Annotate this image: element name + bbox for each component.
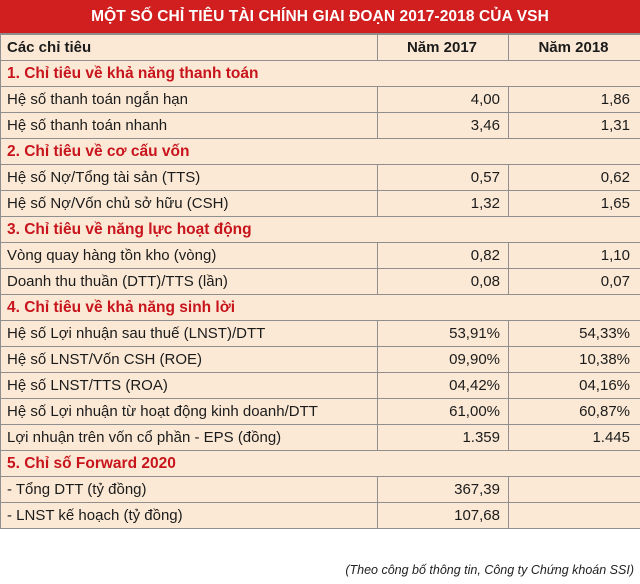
row-label: Lợi nhuận trên vốn cổ phần - EPS (đồng) <box>0 424 378 451</box>
value-2018 <box>508 502 640 529</box>
row-label: Hệ số LNST/TTS (ROA) <box>0 372 378 399</box>
value-2017: 367,39 <box>377 476 509 503</box>
table-row: Lợi nhuận trên vốn cổ phần - EPS (đồng) … <box>0 424 640 451</box>
header-2017: Năm 2017 <box>377 34 509 61</box>
financial-indicators-table: Các chỉ tiêu Năm 2017 Năm 2018 1. Chỉ ti… <box>0 34 640 529</box>
value-2017: 107,68 <box>377 502 509 529</box>
row-label: - Tổng DTT (tỷ đồng) <box>0 476 378 503</box>
row-label: Doanh thu thuần (DTT)/TTS (lần) <box>0 268 378 295</box>
value-2017: 09,90% <box>377 346 509 373</box>
row-label: Hệ số Nợ/Tổng tài sản (TTS) <box>0 164 378 191</box>
section-row: 3. Chỉ tiêu về năng lực hoạt động <box>0 216 640 243</box>
table-row: Hệ số Nợ/Vốn chủ sở hữu (CSH) 1,32 1,65 <box>0 190 640 217</box>
value-2017: 1,32 <box>377 190 509 217</box>
table-row: - Tổng DTT (tỷ đồng) 367,39 <box>0 476 640 503</box>
table-row: Hệ số thanh toán nhanh 3,46 1,31 <box>0 112 640 139</box>
row-label: - LNST kế hoạch (tỷ đồng) <box>0 502 378 529</box>
source-note: (Theo công bố thông tin, Công ty Chứng k… <box>345 563 634 577</box>
row-label: Hệ số Lợi nhuận sau thuế (LNST)/DTT <box>0 320 378 347</box>
row-label: Hệ số LNST/Vốn CSH (ROE) <box>0 346 378 373</box>
value-2018: 04,16% <box>508 372 640 399</box>
table-row: Hệ số LNST/TTS (ROA) 04,42% 04,16% <box>0 372 640 399</box>
value-2018: 0,62 <box>508 164 640 191</box>
value-2017: 61,00% <box>377 398 509 425</box>
row-label: Vòng quay hàng tồn kho (vòng) <box>0 242 378 269</box>
section-title: 5. Chỉ số Forward 2020 <box>0 450 640 477</box>
header-indicator: Các chỉ tiêu <box>0 34 378 61</box>
table-row: Vòng quay hàng tồn kho (vòng) 0,82 1,10 <box>0 242 640 269</box>
value-2017: 1.359 <box>377 424 509 451</box>
value-2017: 04,42% <box>377 372 509 399</box>
value-2018 <box>508 476 640 503</box>
table-row: Hệ số Lợi nhuận sau thuế (LNST)/DTT 53,9… <box>0 320 640 347</box>
row-label: Hệ số Nợ/Vốn chủ sở hữu (CSH) <box>0 190 378 217</box>
value-2017: 53,91% <box>377 320 509 347</box>
row-label: Hệ số thanh toán nhanh <box>0 112 378 139</box>
table-row: Hệ số Nợ/Tổng tài sản (TTS) 0,57 0,62 <box>0 164 640 191</box>
table-row: - LNST kế hoạch (tỷ đồng) 107,68 <box>0 502 640 529</box>
value-2018: 10,38% <box>508 346 640 373</box>
value-2017: 0,08 <box>377 268 509 295</box>
value-2018: 1,86 <box>508 86 640 113</box>
section-title: 4. Chỉ tiêu về khả năng sinh lời <box>0 294 640 321</box>
table-row: Hệ số thanh toán ngắn hạn 4,00 1,86 <box>0 86 640 113</box>
section-row: 4. Chỉ tiêu về khả năng sinh lời <box>0 294 640 321</box>
table-row: Hệ số LNST/Vốn CSH (ROE) 09,90% 10,38% <box>0 346 640 373</box>
value-2018: 0,07 <box>508 268 640 295</box>
table-row: Hệ số Lợi nhuận từ hoạt động kinh doanh/… <box>0 398 640 425</box>
value-2018: 54,33% <box>508 320 640 347</box>
value-2018: 1.445 <box>508 424 640 451</box>
value-2018: 1,31 <box>508 112 640 139</box>
section-row: 2. Chỉ tiêu về cơ cấu vốn <box>0 138 640 165</box>
section-row: 1. Chỉ tiêu về khả năng thanh toán <box>0 60 640 87</box>
section-title: 2. Chỉ tiêu về cơ cấu vốn <box>0 138 640 165</box>
value-2017: 4,00 <box>377 86 509 113</box>
value-2018: 1,10 <box>508 242 640 269</box>
value-2018: 60,87% <box>508 398 640 425</box>
value-2017: 3,46 <box>377 112 509 139</box>
section-title: 1. Chỉ tiêu về khả năng thanh toán <box>0 60 640 87</box>
section-row: 5. Chỉ số Forward 2020 <box>0 450 640 477</box>
value-2017: 0,82 <box>377 242 509 269</box>
table-title: MỘT SỐ CHỈ TIÊU TÀI CHÍNH GIAI ĐOẠN 2017… <box>0 0 640 34</box>
value-2018: 1,65 <box>508 190 640 217</box>
row-label: Hệ số Lợi nhuận từ hoạt động kinh doanh/… <box>0 398 378 425</box>
table-row: Doanh thu thuần (DTT)/TTS (lần) 0,08 0,0… <box>0 268 640 295</box>
row-label: Hệ số thanh toán ngắn hạn <box>0 86 378 113</box>
value-2017: 0,57 <box>377 164 509 191</box>
section-title: 3. Chỉ tiêu về năng lực hoạt động <box>0 216 640 243</box>
header-row: Các chỉ tiêu Năm 2017 Năm 2018 <box>0 34 640 61</box>
header-2018: Năm 2018 <box>508 34 640 61</box>
